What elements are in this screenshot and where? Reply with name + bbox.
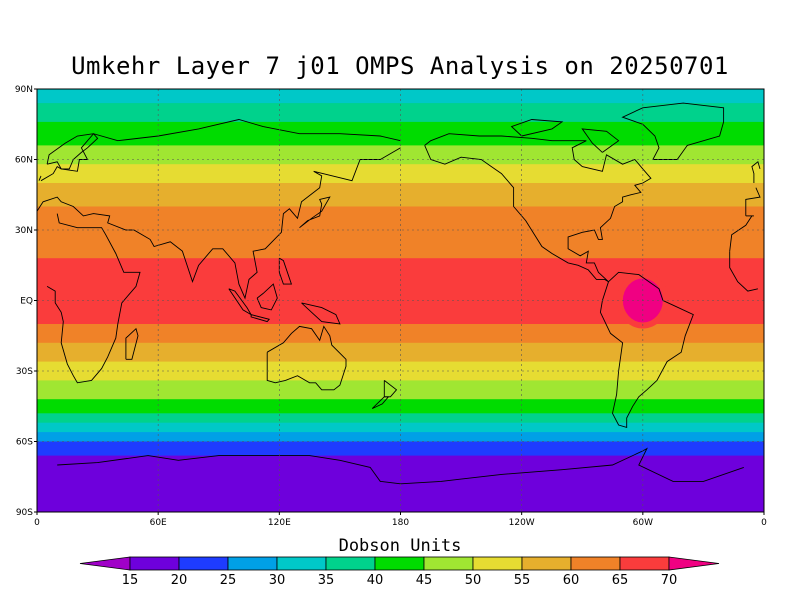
lat-label: 90N (15, 85, 33, 95)
band-1 (37, 103, 764, 123)
coastline-0-2 (729, 251, 758, 292)
coastline-4-1 (38, 175, 42, 181)
colorbar-swatch (619, 556, 670, 571)
grid-lines (37, 89, 764, 512)
lon-label: 0 (34, 518, 40, 528)
colorbar-swatch (374, 556, 425, 571)
coastline-16-0 (621, 102, 725, 160)
colorbar-label: 15 (122, 573, 139, 588)
band-12 (37, 399, 764, 414)
colorbar-swatch (570, 556, 621, 571)
lon-label: 120E (268, 518, 291, 528)
lat-tick-labels: 90N 60N 30N EQ 30S 60S 90S (15, 85, 37, 518)
lon-label: 60E (150, 518, 167, 528)
lat-label: 30S (16, 367, 33, 377)
lon-label: 0 (761, 518, 767, 528)
band-13 (37, 413, 764, 424)
colorbar: 15 20 25 30 35 40 45 50 55 60 65 70 (79, 556, 720, 588)
coastline-18-0 (510, 119, 564, 137)
lon-tick-labels: 0 60E 120E 180 120W 60W 0 (34, 512, 767, 528)
colorbar-label: 25 (220, 573, 237, 588)
band-9 (37, 342, 764, 363)
coastline-14-0 (371, 396, 390, 410)
lat-label: 30N (15, 226, 33, 236)
colorbar-label: 70 (661, 573, 678, 588)
colorbar-low-arrow (79, 556, 131, 571)
colorbar-swatch (521, 556, 572, 571)
band-2 (37, 121, 764, 146)
band-10 (37, 361, 764, 381)
coastline-20-1 (57, 455, 401, 485)
lat-label: 60N (15, 156, 33, 166)
band-15 (37, 432, 764, 442)
coastline-17-0 (581, 128, 620, 153)
colorbar-swatch (178, 556, 229, 571)
coastline-8-0 (250, 314, 271, 323)
lon-label: 120W (509, 518, 535, 528)
coastline-1-0 (745, 187, 761, 216)
band-4 (37, 164, 764, 184)
band-14 (37, 422, 764, 433)
coastline-6-0 (228, 288, 253, 316)
lon-label: 60W (633, 518, 653, 528)
colorbar-high-arrow (668, 556, 720, 571)
coastline-5-0 (266, 325, 347, 391)
coastline-13-0 (383, 380, 398, 398)
band-0 (37, 89, 764, 104)
coastline-4-2 (751, 161, 761, 183)
coastline-11-0 (278, 257, 293, 285)
colorbar-label: 40 (367, 573, 384, 588)
lon-label: 180 (392, 518, 409, 528)
coastline-7-0 (256, 283, 278, 311)
colorbar-label: 55 (514, 573, 531, 588)
coastline-3-0 (46, 133, 99, 170)
coastline-20-0 (400, 447, 744, 485)
colorbar-label: 65 (612, 573, 629, 588)
lat-label: 90S (16, 508, 33, 518)
coastlines (37, 102, 761, 485)
colorbar-label: 30 (269, 573, 286, 588)
colorbar-swatch (472, 556, 523, 571)
colorbar-label: 50 (465, 573, 482, 588)
map-title: Umkehr Layer 7 j01 OMPS Analysis on 2025… (71, 52, 729, 80)
colorbar-label: 35 (318, 573, 335, 588)
colorbar-label: 20 (171, 573, 188, 588)
band-8 (37, 324, 764, 344)
colorbar-label: 45 (416, 573, 433, 588)
colorbar-label: 60 (563, 573, 580, 588)
colorbar-swatch (423, 556, 474, 571)
coastline-0-1 (46, 213, 141, 384)
colorbar-swatch (276, 556, 327, 571)
colorbar-title: Dobson Units (338, 536, 462, 556)
colorbar-swatch (325, 556, 376, 571)
colorbar-swatch (227, 556, 278, 571)
coastline-9-0 (301, 302, 341, 325)
colorbar-swatch (129, 556, 180, 571)
coastline-15-0 (424, 133, 652, 283)
band-16 (37, 441, 764, 457)
coastline-12-0 (125, 327, 139, 360)
lat-label: 60S (16, 438, 33, 448)
coastline-10-0 (299, 196, 331, 229)
lat-label: EQ (20, 297, 33, 307)
coastline-2-1 (37, 147, 401, 300)
